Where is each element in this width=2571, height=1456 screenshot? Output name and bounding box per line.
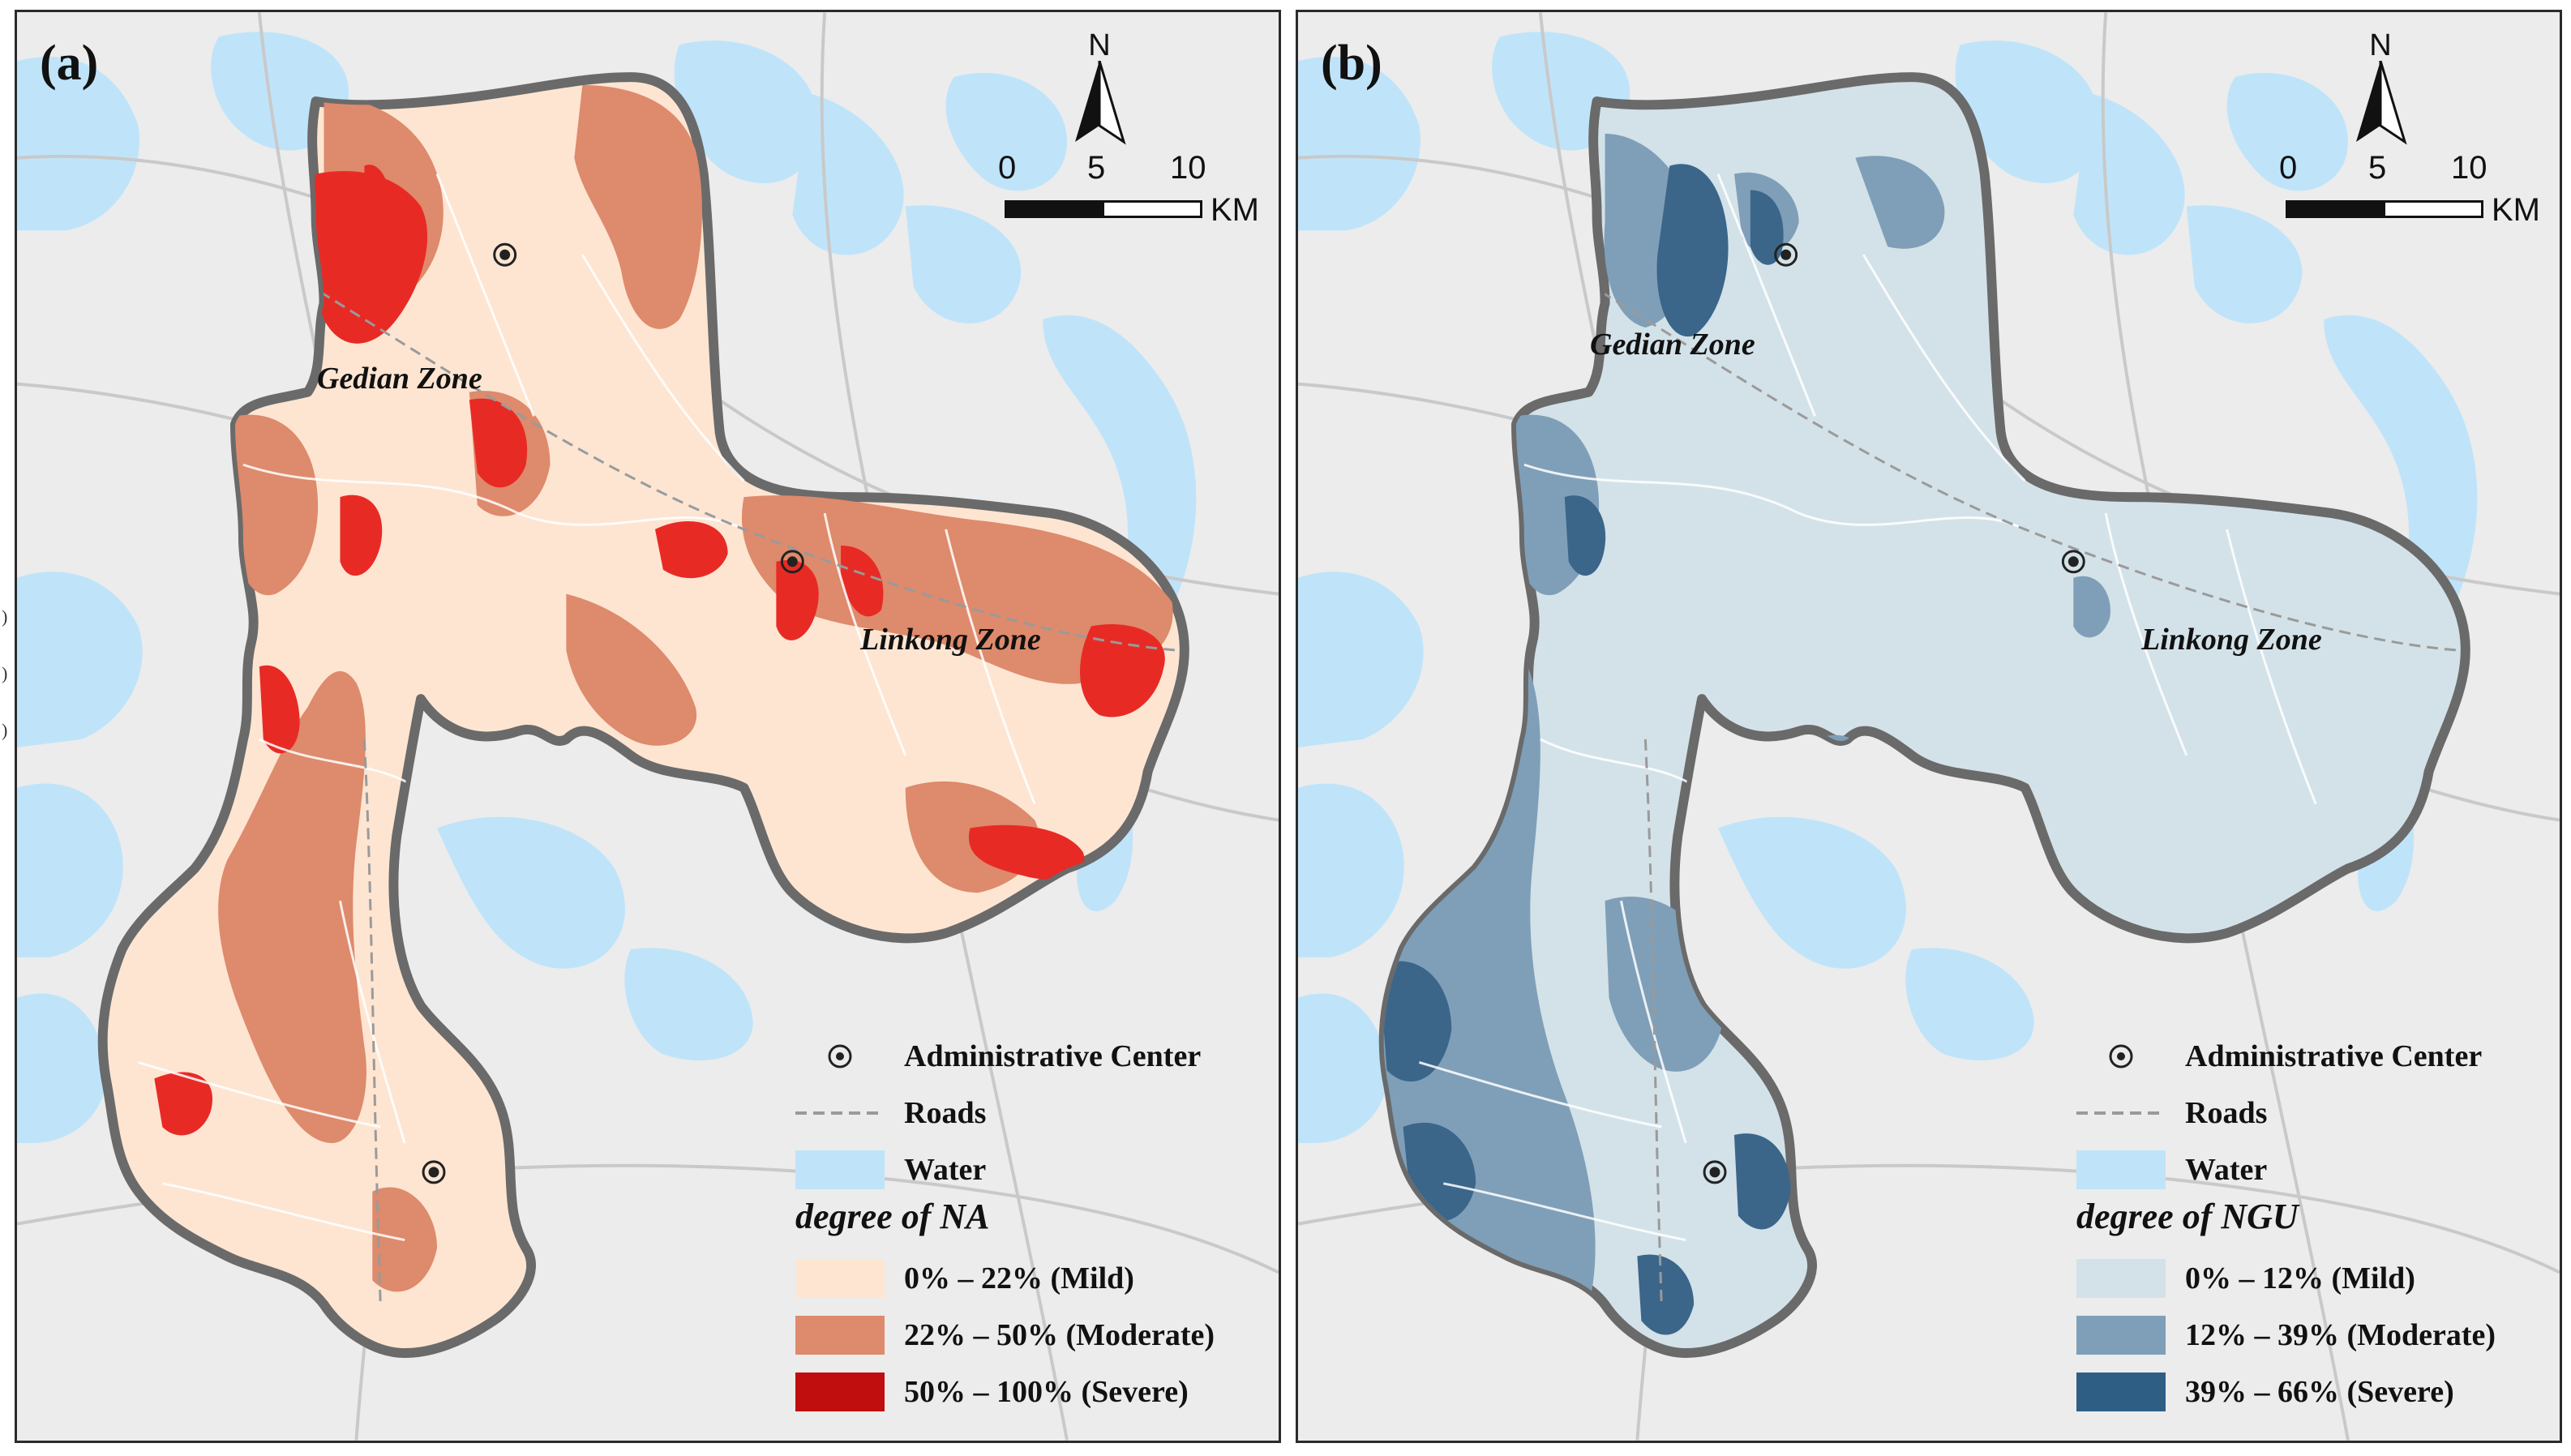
admin-center-icon (2109, 1044, 2133, 1068)
legend-roads-label: Roads (904, 1096, 987, 1130)
admin-boundaries-b (1418, 173, 2317, 1242)
legend-class-label: 0% – 22% (Mild) (904, 1261, 1134, 1295)
legend-class-label: 12% – 39% (Moderate) (2185, 1318, 2496, 1352)
scale-segment-black (2286, 200, 2386, 218)
scale-unit: KM (1211, 192, 1259, 228)
zone-label-linkong: Linkong Zone (2141, 623, 2322, 657)
scale-tick-5: 5 (1087, 150, 1106, 186)
map-canvas-b (1298, 12, 2560, 1441)
severe-swatch (2076, 1372, 2166, 1411)
zone-label-linkong: Linkong Zone (860, 623, 1041, 657)
side-mark: ) (2, 663, 8, 683)
legend-class-moderate: 22% – 50% (Moderate) (795, 1313, 1215, 1358)
moderate-swatch (795, 1316, 885, 1355)
road-dashes-a (259, 253, 1181, 1305)
road-line-icon (795, 1111, 885, 1115)
panel-label: (b) (1321, 36, 1382, 91)
legend-class-label: 22% – 50% (Moderate) (904, 1318, 1215, 1352)
legend-title: degree of NGU (2076, 1197, 2299, 1236)
scale-unit: KM (2492, 192, 2540, 228)
legend-roads: Roads (795, 1090, 986, 1136)
road-line-icon (2076, 1111, 2166, 1115)
admin-centers-a (422, 242, 804, 1184)
legend-water: Water (2076, 1147, 2267, 1193)
scale-segment-white (2383, 200, 2483, 218)
legend-roads-label: Roads (2185, 1096, 2268, 1130)
water-swatch (2076, 1150, 2166, 1189)
admin-center-icon (828, 1044, 852, 1068)
north-arrow: N (1071, 28, 1128, 150)
north-arrow-icon (2356, 61, 2407, 145)
legend-admin-center: Administrative Center (795, 1034, 1201, 1079)
admin-centers-b (1703, 242, 2085, 1184)
legend-admin-center: Administrative Center (2076, 1034, 2482, 1079)
legend-admin-center-label: Administrative Center (904, 1039, 1202, 1073)
legend-water-label: Water (2185, 1153, 2268, 1187)
scale-bar: 0 5 10 KM (2279, 150, 2547, 228)
scale-tick-0: 0 (998, 150, 1017, 186)
scale-segment-white (1102, 200, 1202, 218)
legend-admin-center-label: Administrative Center (2185, 1039, 2483, 1073)
legend-water-label: Water (904, 1153, 987, 1187)
zone-label-gedian: Gedian Zone (1590, 328, 1755, 362)
scale-tick-0: 0 (2279, 150, 2298, 186)
north-letter: N (2369, 28, 2392, 62)
mild-swatch (795, 1259, 885, 1298)
scale-tick-10: 10 (2451, 150, 2487, 186)
scale-tick-10: 10 (1170, 150, 1206, 186)
moderate-swatch (2076, 1316, 2166, 1355)
legend-class-moderate: 12% – 39% (Moderate) (2076, 1313, 2496, 1358)
side-mark: ) (2, 606, 8, 627)
legend-title: degree of NA (795, 1197, 990, 1236)
legend-class-severe: 39% – 66% (Severe) (2076, 1369, 2454, 1415)
zone-label-gedian: Gedian Zone (317, 362, 482, 396)
scale-bar: 0 5 10 KM (998, 150, 1266, 228)
road-dashes-b (1540, 253, 2462, 1305)
legend-water: Water (795, 1147, 986, 1193)
panel-label: (a) (40, 36, 99, 91)
severe-swatch (795, 1372, 885, 1411)
legend-class-label: 50% – 100% (Severe) (904, 1375, 1189, 1409)
legend-class-mild: 0% – 12% (Mild) (2076, 1256, 2415, 1301)
scale-tick-5: 5 (2368, 150, 2387, 186)
legend-class-mild: 0% – 22% (Mild) (795, 1256, 1134, 1301)
water-swatch (795, 1150, 885, 1189)
map-panel-a: (a) N 0 5 10 KM Gedian Zone Linkong Zone… (15, 10, 1281, 1443)
north-arrow-icon (1075, 61, 1126, 145)
north-arrow: N (2352, 28, 2409, 150)
scale-segment-black (1005, 200, 1105, 218)
map-canvas-a (17, 12, 1279, 1441)
legend-class-label: 39% – 66% (Severe) (2185, 1375, 2454, 1409)
side-mark: ) (2, 720, 8, 740)
mild-swatch (2076, 1259, 2166, 1298)
legend-roads: Roads (2076, 1090, 2267, 1136)
legend-class-severe: 50% – 100% (Severe) (795, 1369, 1189, 1415)
legend-class-label: 0% – 12% (Mild) (2185, 1261, 2415, 1295)
north-letter: N (1088, 28, 1111, 62)
map-panel-b: (b) N 0 5 10 KM Gedian Zone Linkong Zone… (1296, 10, 2562, 1443)
